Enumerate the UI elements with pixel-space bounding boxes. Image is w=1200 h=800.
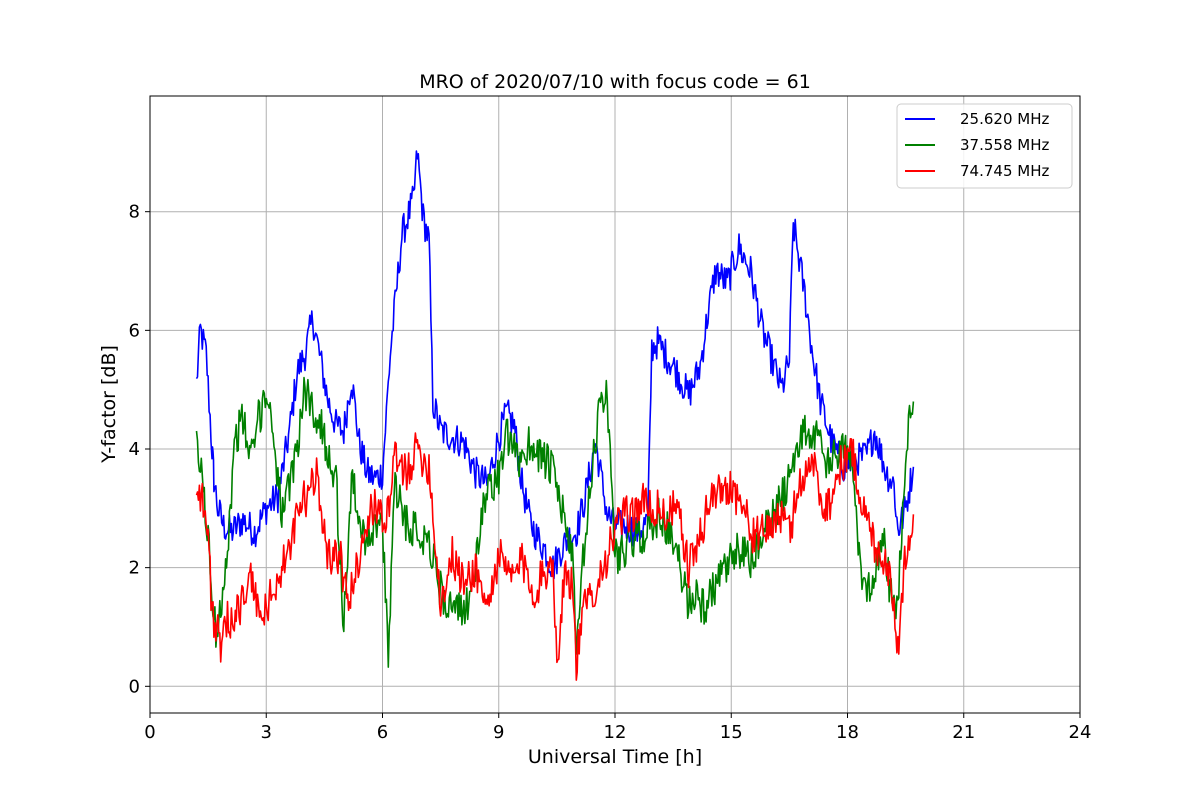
series-lines: [195, 150, 915, 681]
legend-label-37: 37.558 MHz: [960, 136, 1049, 154]
x-tick-label: 24: [1069, 722, 1092, 743]
x-tick-label: 21: [952, 722, 975, 743]
x-tick-label: 12: [604, 722, 627, 743]
legend-label-25: 25.620 MHz: [960, 110, 1049, 128]
y-tick-label: 2: [129, 558, 140, 579]
y-tick-label: 6: [129, 320, 140, 341]
y-tick-label: 8: [129, 202, 140, 223]
x-tick-label: 6: [377, 722, 388, 743]
y-tick-label: 0: [129, 676, 140, 697]
x-axis-label: Universal Time [h]: [528, 746, 702, 768]
x-tick-label: 3: [261, 722, 272, 743]
series-line-3: [195, 432, 915, 681]
x-tick-label: 9: [493, 722, 504, 743]
chart-title: MRO of 2020/07/10 with focus code = 61: [419, 71, 811, 93]
legend: 25.620 MHz 37.558 MHz 74.745 MHz: [896, 103, 1073, 189]
y-tick-label: 4: [129, 439, 140, 460]
legend-box: [896, 103, 1073, 189]
x-tick-label: 18: [836, 722, 859, 743]
series-line-2: [195, 376, 915, 668]
y-axis-label: Y-factor [dB]: [98, 345, 120, 464]
series-line-1: [195, 150, 915, 580]
x-tick-label: 15: [720, 722, 743, 743]
x-tick-label: 0: [144, 722, 155, 743]
legend-label-74: 74.745 MHz: [960, 162, 1049, 180]
grid-lines: [150, 96, 1080, 713]
